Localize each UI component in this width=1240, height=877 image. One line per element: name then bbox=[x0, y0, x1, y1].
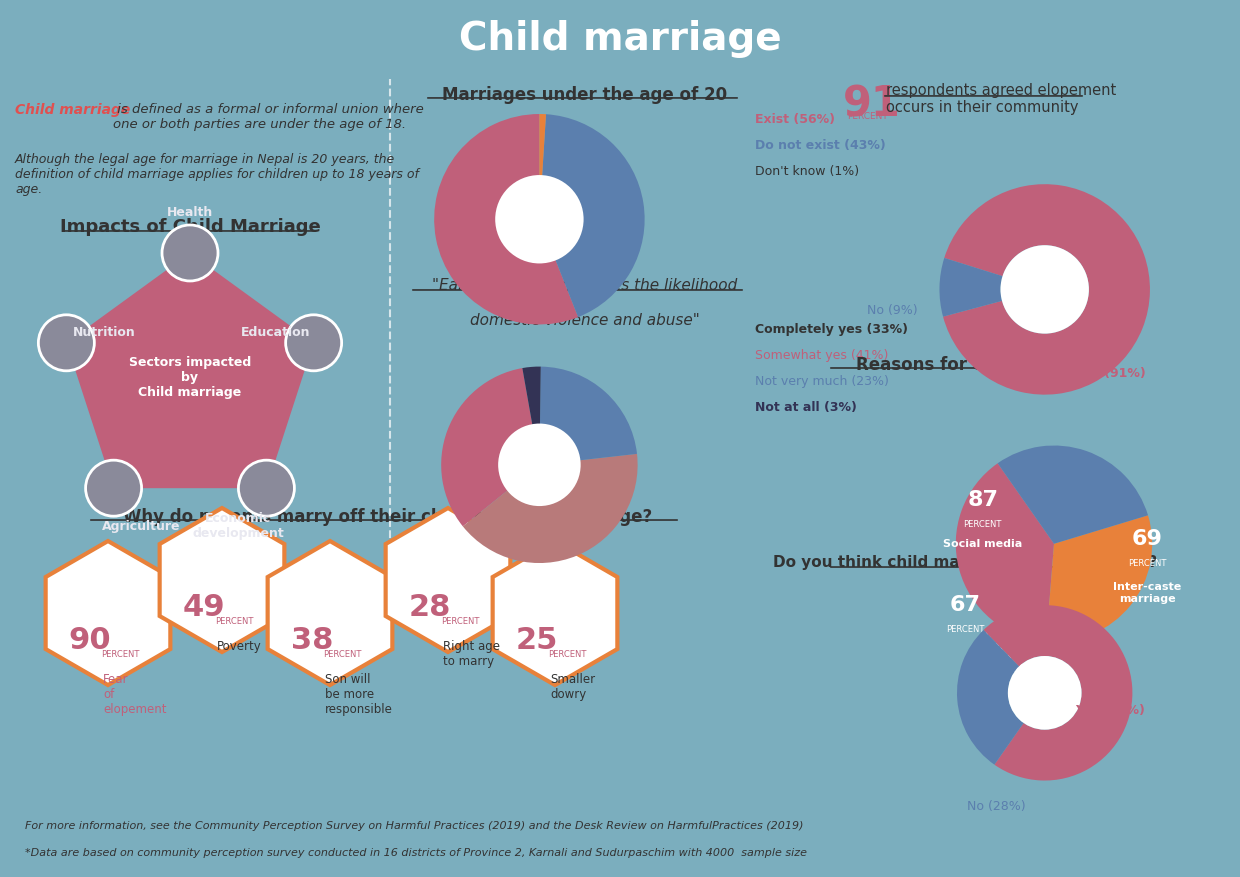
Text: Impacts of Child Marriage: Impacts of Child Marriage bbox=[60, 218, 320, 236]
Wedge shape bbox=[522, 367, 541, 465]
Circle shape bbox=[1001, 246, 1089, 333]
Wedge shape bbox=[441, 368, 539, 526]
Text: Don't know (1%): Don't know (1%) bbox=[755, 166, 859, 178]
Text: Right age
to marry: Right age to marry bbox=[443, 640, 500, 668]
Text: PERCENT: PERCENT bbox=[215, 617, 253, 626]
Text: 91: 91 bbox=[843, 84, 901, 126]
Text: PERCENT: PERCENT bbox=[440, 617, 479, 626]
Text: 87: 87 bbox=[967, 489, 998, 510]
Text: Health: Health bbox=[167, 206, 213, 219]
Text: Child marriage: Child marriage bbox=[15, 103, 130, 117]
Text: is defined as a formal or informal union where
one or both parties are under the: is defined as a formal or informal union… bbox=[113, 103, 424, 131]
Circle shape bbox=[162, 225, 218, 281]
Wedge shape bbox=[463, 454, 637, 563]
Text: Fear
of
elopement: Fear of elopement bbox=[103, 673, 166, 716]
Circle shape bbox=[498, 424, 580, 506]
Wedge shape bbox=[539, 114, 546, 219]
Wedge shape bbox=[998, 446, 1148, 544]
Text: Although the legal age for marriage in Nepal is 20 years, the
definition of chil: Although the legal age for marriage in N… bbox=[15, 153, 419, 196]
Text: PERCENT: PERCENT bbox=[548, 650, 587, 659]
Text: PERCENT: PERCENT bbox=[847, 112, 888, 121]
Polygon shape bbox=[67, 253, 314, 488]
Wedge shape bbox=[983, 605, 1132, 781]
Text: respondents agreed elopement
occurs in their community: respondents agreed elopement occurs in t… bbox=[887, 83, 1116, 116]
Text: Inter-caste
marriage: Inter-caste marriage bbox=[1114, 582, 1182, 603]
Text: 67: 67 bbox=[950, 595, 981, 615]
Text: Not very much (23%): Not very much (23%) bbox=[755, 375, 889, 389]
Text: Marriages under the age of 20: Marriages under the age of 20 bbox=[443, 86, 728, 104]
Text: Yes (72%): Yes (72%) bbox=[1075, 704, 1146, 717]
Wedge shape bbox=[1047, 516, 1152, 642]
Text: Poverty: Poverty bbox=[217, 640, 262, 653]
Wedge shape bbox=[940, 258, 1002, 317]
Text: PERCENT: PERCENT bbox=[100, 650, 139, 659]
Polygon shape bbox=[268, 541, 392, 685]
Text: Do not exist (43%): Do not exist (43%) bbox=[755, 139, 885, 153]
Text: Nutrition: Nutrition bbox=[73, 326, 135, 339]
Circle shape bbox=[238, 460, 294, 517]
Wedge shape bbox=[539, 367, 637, 465]
Circle shape bbox=[1008, 656, 1081, 730]
Text: PERCENT: PERCENT bbox=[963, 519, 1002, 529]
Wedge shape bbox=[957, 630, 1023, 765]
Text: Reasons for elopement: Reasons for elopement bbox=[857, 356, 1074, 374]
Text: No (28%): No (28%) bbox=[967, 801, 1025, 813]
Polygon shape bbox=[386, 508, 511, 652]
Text: Child marriage: Child marriage bbox=[459, 20, 781, 59]
Text: 90: 90 bbox=[68, 626, 112, 655]
Text: Smaller
dowry: Smaller dowry bbox=[551, 673, 595, 701]
Circle shape bbox=[495, 175, 584, 263]
Text: Somewhat yes (41%): Somewhat yes (41%) bbox=[755, 349, 888, 362]
Text: Son will
be more
responsible: Son will be more responsible bbox=[325, 673, 393, 716]
Text: *Data are based on community perception survey conducted in 16 districts of Prov: *Data are based on community perception … bbox=[25, 848, 807, 859]
Polygon shape bbox=[46, 541, 170, 685]
Polygon shape bbox=[160, 508, 284, 652]
Text: Economic
development: Economic development bbox=[192, 512, 284, 540]
Text: "Early marriage increases the likelihood
of
domestic violence and abuse": "Early marriage increases the likelihood… bbox=[433, 278, 738, 328]
Text: 49: 49 bbox=[182, 593, 226, 622]
Text: 69: 69 bbox=[1132, 529, 1163, 549]
Text: Not at all (3%): Not at all (3%) bbox=[755, 402, 857, 415]
Text: 25: 25 bbox=[516, 626, 558, 655]
Text: PERCENT: PERCENT bbox=[946, 625, 985, 634]
Text: Do you think child marriage can be stopped?: Do you think child marriage can be stopp… bbox=[773, 555, 1157, 570]
Text: PERCENT: PERCENT bbox=[322, 650, 361, 659]
Circle shape bbox=[38, 315, 94, 371]
Circle shape bbox=[285, 315, 342, 371]
Polygon shape bbox=[492, 541, 618, 685]
Wedge shape bbox=[944, 184, 1149, 395]
Text: PERCENT: PERCENT bbox=[1128, 559, 1167, 568]
Text: Agriculture: Agriculture bbox=[103, 520, 181, 532]
Text: Why do parents marry off their children at a young age?: Why do parents marry off their children … bbox=[123, 508, 652, 526]
Text: Exist (56%): Exist (56%) bbox=[755, 113, 835, 126]
Text: Sectors impacted
by
Child marriage: Sectors impacted by Child marriage bbox=[129, 356, 252, 400]
Text: Education: Education bbox=[241, 326, 310, 339]
Text: Social media: Social media bbox=[944, 538, 1023, 549]
Wedge shape bbox=[956, 463, 1054, 642]
Text: 38: 38 bbox=[291, 626, 334, 655]
Text: No (9%): No (9%) bbox=[867, 304, 918, 317]
Wedge shape bbox=[434, 114, 578, 324]
Wedge shape bbox=[539, 114, 645, 317]
Text: 28: 28 bbox=[409, 593, 451, 622]
Text: Completely yes (33%): Completely yes (33%) bbox=[755, 324, 908, 337]
Text: Non-
approval
from
parents: Non- approval from parents bbox=[986, 630, 1037, 674]
Text: Yes (91%): Yes (91%) bbox=[1075, 367, 1146, 380]
Circle shape bbox=[86, 460, 141, 517]
Text: For more information, see the Community Perception Survey on Harmful Practices (: For more information, see the Community … bbox=[25, 821, 804, 831]
